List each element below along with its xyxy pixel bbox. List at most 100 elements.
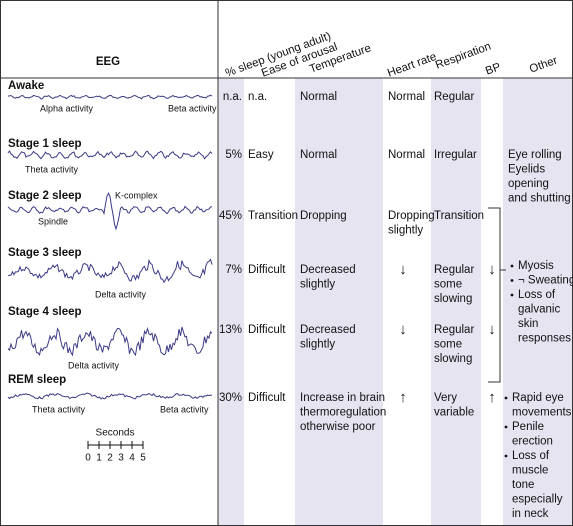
arousal: Difficult [248, 324, 286, 336]
respiration: some [434, 339, 462, 351]
arousal: Difficult [248, 392, 286, 404]
respiration: variable [434, 407, 474, 419]
temperature: slightly [300, 339, 335, 351]
eeg-label: Beta activity [160, 404, 209, 414]
heart-rate: Normal [388, 91, 425, 103]
stage-label: Stage 4 sleep [8, 306, 82, 318]
arousal: Transition [248, 210, 298, 222]
temperature: Increase in brain [300, 392, 385, 404]
temperature: Normal [300, 91, 337, 103]
other-item: in neck [512, 508, 549, 520]
other-item: especially [512, 494, 563, 506]
respiration: Regular [434, 264, 474, 276]
eeg-label: Delta activity [95, 289, 147, 299]
other: Eye rolling [508, 149, 562, 161]
other-group-item: galvanic [518, 304, 560, 316]
heart-rate: Dropping [388, 210, 435, 222]
column-header: BP [484, 61, 503, 78]
scale-label: 0 [85, 453, 91, 464]
arousal: Easy [248, 149, 274, 161]
column-header: Other [528, 54, 559, 75]
bullet [504, 396, 508, 400]
other: and shutting [508, 193, 571, 205]
other-item: muscle [512, 465, 548, 477]
other-group-item: Myosis [518, 260, 554, 272]
other: opening [508, 178, 549, 190]
respiration: Regular [434, 324, 474, 336]
scale-label: 5 [140, 453, 146, 464]
scale-label: 3 [118, 453, 124, 464]
arousal: Difficult [248, 264, 286, 276]
respiration: Regular [434, 91, 474, 103]
temperature: Normal [300, 149, 337, 161]
eeg-label: K-complex [115, 190, 158, 200]
scale-label: 4 [129, 453, 135, 464]
temperature: thermoregulation [300, 407, 386, 419]
other-group-item: skin [518, 318, 538, 330]
eeg-trace [7, 392, 212, 400]
eeg-label: Theta activity [25, 164, 79, 174]
bracket [488, 207, 506, 383]
scale-label: 2 [107, 453, 113, 464]
other-group-item: Loss of [518, 289, 556, 301]
eeg-label: Alpha activity [40, 103, 94, 113]
heart-rate: ↑ [399, 389, 407, 406]
eeg-header: EEG [96, 56, 120, 68]
stage-label: Awake [8, 80, 44, 92]
temperature: Decreased [300, 264, 356, 276]
other-item: erection [512, 436, 553, 448]
bp: ↑ [488, 389, 496, 406]
stage-label: Stage 1 sleep [8, 138, 82, 150]
bp: ↓ [488, 321, 496, 338]
eeg-label: Delta activity [68, 360, 120, 370]
respiration: slowing [434, 353, 472, 365]
bullet [504, 454, 508, 458]
column-header: Heart rate [386, 51, 438, 80]
sleep-percent: 30% [219, 392, 242, 404]
other-item: tone [512, 479, 534, 491]
stage-label: Stage 2 sleep [8, 190, 82, 202]
shade [295, 78, 383, 525]
scale-title: Seconds [96, 428, 135, 439]
shade [218, 78, 244, 525]
eeg-trace [7, 150, 213, 160]
shade [503, 78, 573, 525]
stage-label: Stage 3 sleep [8, 247, 82, 259]
sleep-percent: 5% [225, 149, 242, 161]
temperature: otherwise poor [300, 421, 376, 433]
other: Eyelids [508, 164, 545, 176]
bullet [510, 279, 514, 282]
temperature: Dropping [300, 210, 347, 222]
eeg-trace [7, 94, 213, 100]
bullet [510, 264, 514, 268]
respiration: Very [434, 392, 457, 404]
other-item: Loss of [512, 450, 550, 462]
bullet [504, 425, 508, 429]
respiration: some [434, 279, 462, 291]
temperature: slightly [300, 279, 335, 291]
eeg-label: Theta activity [32, 404, 86, 414]
heart-rate: ↓ [399, 261, 407, 278]
eeg-label: Spindle [38, 216, 68, 226]
bp: ↓ [488, 261, 496, 278]
sleep-percent: 45% [219, 210, 242, 222]
eeg-trace [7, 258, 213, 284]
heart-rate: slightly [388, 225, 423, 237]
arousal: n.a. [248, 91, 267, 103]
heart-rate: Normal [388, 149, 425, 161]
respiration: slowing [434, 293, 472, 305]
temperature: Decreased [300, 324, 356, 336]
other-group-item: responses [518, 333, 571, 345]
respiration: Transition [434, 210, 484, 222]
heart-rate: ↓ [399, 321, 407, 338]
stage-label: REM sleep [8, 374, 66, 386]
eeg-trace [7, 326, 213, 357]
other-item: Penile [512, 421, 544, 433]
eeg-label: Beta activity [168, 103, 217, 113]
other-item: Rapid eye [512, 392, 564, 404]
sleep-percent: 13% [219, 324, 242, 336]
shade [431, 78, 481, 525]
